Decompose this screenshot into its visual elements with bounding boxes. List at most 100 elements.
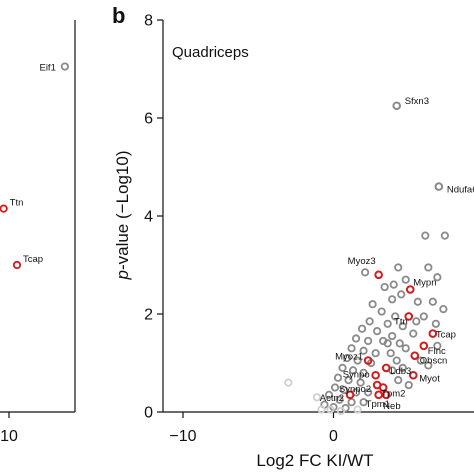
point-label-tpm2: Tpm2	[381, 389, 405, 400]
point-label-obscn: Obscn	[420, 356, 447, 367]
data-point	[344, 376, 353, 385]
point-label-actn2: Actn2	[320, 393, 344, 404]
data-point	[398, 322, 407, 331]
data-point	[391, 312, 400, 321]
y-tick-label: 8	[144, 13, 153, 30]
data-point	[371, 349, 380, 358]
point-label-ttn: Ttn	[10, 198, 24, 209]
data-point	[364, 336, 373, 346]
data-point	[416, 356, 425, 365]
data-point	[361, 268, 370, 277]
point-label-eif1: Eif1	[39, 63, 55, 74]
data-point-sfxn3	[392, 101, 402, 111]
data-point	[347, 398, 356, 407]
point-label-synpo: Synpo	[343, 369, 370, 380]
y-axis-title-italic: p	[113, 270, 132, 280]
data-point	[428, 297, 437, 306]
y-tick-label: 4	[144, 209, 153, 226]
data-point-tcap	[428, 329, 438, 338]
point-label-tpm1: Tpm1	[366, 399, 390, 410]
data-point	[380, 282, 389, 292]
data-point	[421, 231, 430, 240]
data-point	[348, 366, 358, 375]
data-point	[440, 231, 449, 240]
data-point	[336, 406, 346, 416]
x-tick-label: 0	[329, 428, 338, 445]
data-point	[353, 405, 362, 414]
data-point	[351, 334, 361, 343]
data-point	[347, 344, 356, 353]
data-point-synpo	[371, 370, 380, 380]
data-point	[388, 331, 397, 341]
data-point	[317, 405, 326, 414]
data-point	[404, 380, 413, 390]
data-point	[394, 376, 403, 385]
panel-b-points	[284, 101, 449, 416]
data-point	[353, 356, 362, 365]
data-point	[364, 388, 373, 397]
data-point-myoz3	[374, 270, 383, 280]
data-point	[338, 363, 347, 372]
point-label-ndufa6: Ndufa6	[447, 185, 474, 196]
data-point	[439, 304, 448, 314]
panel-b-y-axis-title: p-value (−Log10)	[113, 150, 132, 280]
data-point	[412, 317, 421, 326]
data-point	[395, 339, 404, 348]
data-point-actn2	[345, 390, 355, 400]
data-point	[433, 273, 442, 282]
data-point-tpm2	[378, 383, 388, 392]
point-label-tcap: Tcap	[436, 330, 456, 341]
data-point	[330, 383, 340, 392]
panel-b-letter: b	[112, 3, 125, 28]
data-point	[419, 312, 428, 321]
data-point	[357, 324, 367, 333]
point-label-tcap: Tcap	[23, 254, 43, 265]
data-point	[373, 327, 382, 336]
panel-a-points: Eif1 Ttn Tcap	[0, 62, 69, 270]
data-point	[433, 341, 442, 350]
data-point	[424, 263, 433, 272]
data-point	[401, 275, 410, 284]
data-point	[409, 329, 418, 338]
data-point-flnc	[419, 341, 429, 351]
data-point	[359, 346, 368, 355]
data-point	[392, 356, 401, 365]
data-point-tcap	[12, 260, 22, 270]
data-point-eif1	[60, 62, 69, 71]
x-tick-label: −10	[169, 428, 196, 445]
data-point-myoz1	[363, 356, 373, 365]
data-point	[368, 300, 377, 309]
data-point	[335, 395, 344, 404]
y-axis-title-rest: -value (−Log10)	[113, 150, 132, 270]
point-label-myot: Myot	[419, 373, 440, 384]
data-point	[333, 373, 343, 382]
panel-b-x-axis-title: Log2 FC KI/WT	[256, 451, 373, 470]
data-point	[326, 405, 335, 414]
data-point	[284, 378, 293, 387]
data-point-mypn	[405, 285, 415, 294]
data-point-ttn	[0, 204, 8, 213]
panel-a-x-tick-label: 10	[0, 428, 18, 445]
data-point	[342, 353, 352, 363]
data-point	[383, 339, 392, 348]
data-point-neb	[381, 390, 391, 400]
data-point-ttn	[404, 312, 414, 321]
data-point	[398, 363, 407, 372]
y-tick-label: 2	[144, 307, 153, 324]
data-point	[383, 319, 392, 328]
data-point	[356, 378, 365, 387]
data-point-myot	[408, 370, 418, 380]
point-label-sfxn3: Sfxn3	[405, 96, 429, 107]
point-label-myoz1: Myoz1	[335, 352, 363, 363]
point-label-ldb3: Ldb3	[390, 366, 411, 377]
data-point	[377, 307, 386, 316]
data-point	[365, 317, 374, 326]
point-label-synpo2: Synpo2	[339, 384, 371, 395]
data-point-ndufa6	[434, 182, 444, 191]
data-point	[359, 398, 368, 407]
data-point	[339, 385, 349, 395]
data-point	[324, 390, 334, 399]
